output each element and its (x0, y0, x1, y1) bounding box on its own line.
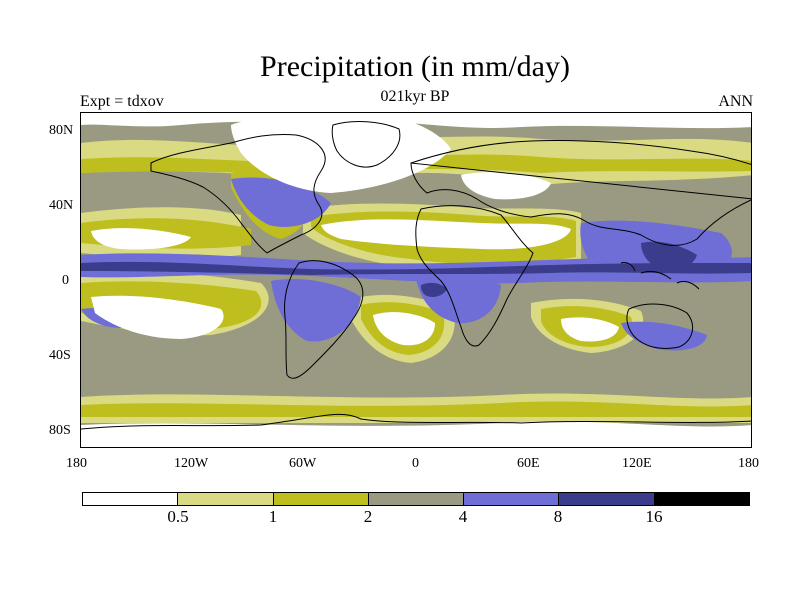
coastline-australia (626, 303, 694, 349)
lon-tick-label: 60E (517, 456, 540, 471)
legend-label: 16 (645, 507, 663, 526)
lon-tick-label: 60W (289, 456, 317, 471)
coastline-north-america (150, 134, 326, 254)
lat-tick-label: 80S (49, 423, 71, 438)
precip-band-8-16 (81, 241, 751, 297)
coastline-greenland (331, 121, 401, 168)
coastlines (81, 121, 751, 430)
coastline-africa (415, 205, 534, 347)
legend-swatch-1 (178, 493, 274, 505)
coastline-south-america (284, 260, 364, 379)
legend-swatch-6 (654, 493, 749, 505)
color-legend (82, 492, 750, 506)
time-period-label: 021kyr BP (380, 88, 450, 105)
lat-tick-label: 80N (49, 123, 74, 138)
lon-tick-label: 180 (738, 456, 759, 471)
experiment-label: Expt = tdxov (80, 93, 164, 110)
legend-label: 1 (268, 507, 278, 526)
lon-tick-label: 120W (174, 456, 209, 471)
legend-swatch-0 (83, 493, 179, 505)
map-title: Precipitation (in mm/day) (260, 50, 570, 83)
legend-swatch-4 (464, 493, 560, 505)
coastline-antarctica (81, 413, 751, 430)
precipitation-field (81, 113, 751, 447)
legend-label: 4 (458, 507, 468, 526)
legend-label: 2 (363, 507, 373, 526)
legend-label: 8 (553, 507, 563, 526)
season-label: ANN (718, 93, 753, 110)
lat-tick-label: 0 (62, 273, 69, 288)
lon-tick-label: 0 (412, 456, 419, 471)
lat-tick-label: 40S (49, 348, 71, 363)
lon-tick-label: 120E (622, 456, 652, 471)
legend-label: 0.5 (167, 507, 189, 526)
legend-swatch-3 (368, 493, 465, 505)
lat-tick-label: 40N (49, 198, 74, 213)
precipitation-map (80, 112, 752, 448)
coastline-indonesia (620, 262, 700, 290)
legend-swatch-5 (559, 493, 655, 505)
legend-swatch-2 (273, 493, 369, 505)
lon-tick-label: 180 (66, 456, 87, 471)
precip-band-under-0.5 (81, 113, 751, 447)
coastline-eurasia (410, 139, 751, 246)
